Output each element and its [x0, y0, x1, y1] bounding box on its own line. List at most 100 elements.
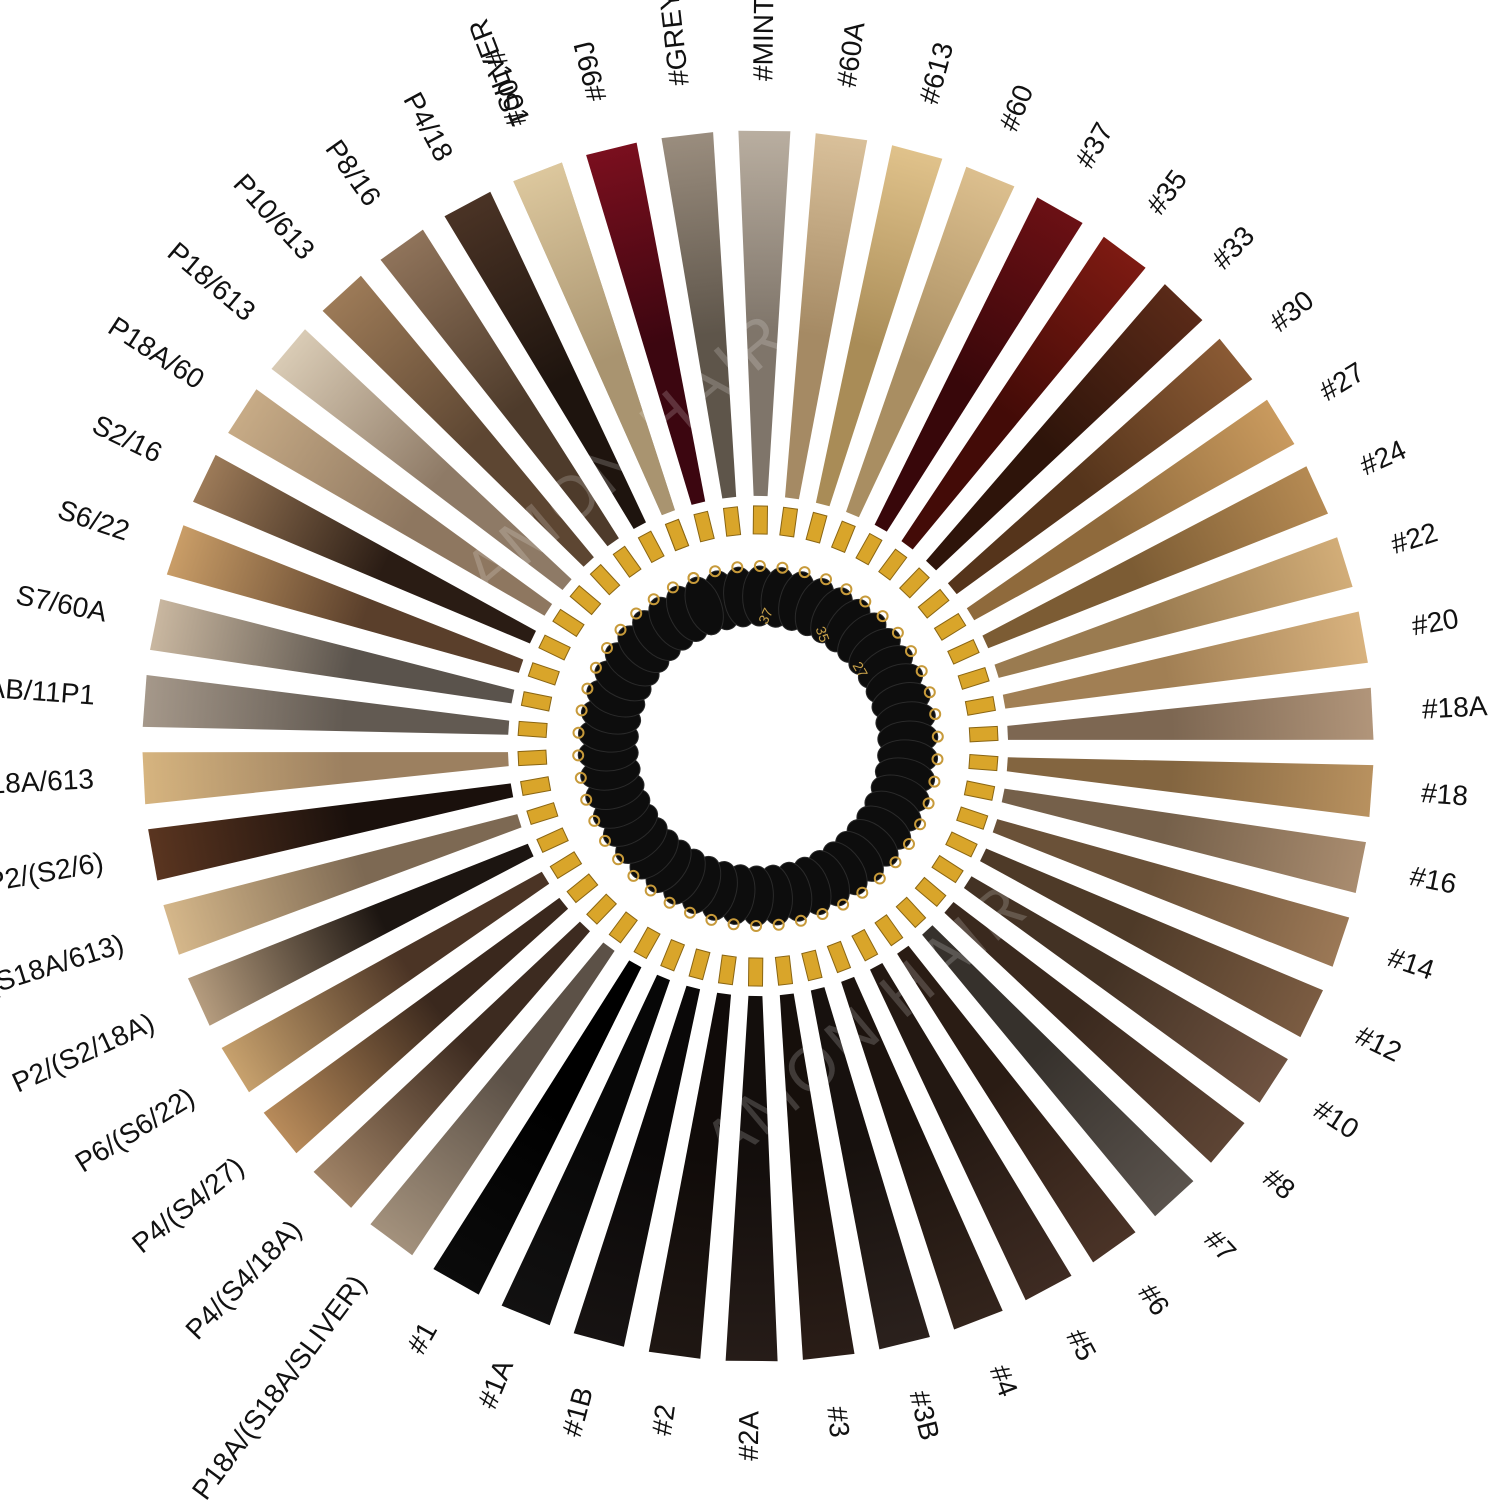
ring-link [837, 898, 850, 911]
hair-strand-25 [870, 963, 1072, 1301]
ring-link [581, 682, 594, 695]
gold-clip [637, 530, 665, 564]
hair-strand-19 [992, 819, 1350, 967]
swatch-label: P4/18 [397, 87, 459, 166]
ring-link [647, 593, 660, 606]
swatch-label: S6/22 [54, 494, 133, 547]
ring-link [798, 566, 811, 579]
swatch-label: #3 [821, 1405, 855, 1440]
gold-clip [517, 749, 548, 767]
swatch-label: P4/(S4/27) [126, 1151, 250, 1259]
hair-strand-51 [513, 162, 675, 516]
hair-strand-30 [648, 992, 731, 1359]
gold-clip [612, 545, 642, 578]
swatch-label: #12 [1351, 1020, 1407, 1068]
gold-clip [586, 893, 618, 925]
gold-clip [898, 567, 930, 599]
ring-link [923, 686, 936, 699]
hair-strand-31 [573, 985, 701, 1347]
gold-clip [608, 911, 638, 944]
swatch-label: P4/(S4/18A) [179, 1214, 307, 1346]
hair-strand-9 [901, 236, 1146, 550]
color-tag [684, 576, 724, 636]
ring-link [599, 834, 611, 847]
gold-clip [722, 506, 742, 537]
hair-strand-5 [785, 133, 868, 500]
swatch-label: #7 [1198, 1224, 1242, 1268]
hair-strand-32 [501, 974, 670, 1326]
hair-strand-42 [142, 675, 510, 735]
swatch-label: #33 [1206, 220, 1261, 275]
ring-link [572, 726, 585, 739]
gold-clip [589, 563, 621, 596]
swatch-label: #18A [1421, 690, 1488, 724]
hair-strand-27 [810, 987, 930, 1350]
hair-strand-28 [779, 993, 855, 1360]
hair-strand-34 [370, 942, 615, 1256]
gold-clip [774, 955, 794, 986]
ring-link [840, 583, 853, 596]
ring-link [889, 856, 902, 869]
ring-link [580, 793, 593, 806]
ring-link [859, 595, 872, 608]
swatch-label: S2/16 [88, 409, 167, 469]
gold-clip [895, 896, 927, 929]
ring-link [903, 838, 915, 850]
swatch-label: #2 [646, 1402, 681, 1437]
gold-clip [968, 725, 999, 743]
ring-link [794, 914, 807, 927]
gold-clip [664, 518, 690, 552]
hair-strand-3 [661, 132, 737, 499]
swatch-label: P8/16 [319, 134, 387, 212]
hair-strand-49 [380, 229, 619, 547]
hair-strand-14 [994, 537, 1353, 678]
ring-center [660, 648, 856, 844]
gold-clip [947, 639, 980, 665]
swatch-label: #5 [1060, 1324, 1102, 1366]
gold-clip [830, 520, 856, 554]
swatch-label: #35 [1140, 164, 1193, 220]
ring-link [931, 730, 944, 743]
swatch-label: #10 [1308, 1093, 1364, 1144]
swatch-label: #1 [401, 1317, 443, 1359]
hair-strand-39 [163, 814, 522, 955]
gold-clip [747, 957, 764, 987]
swatch-label: P10/613 [227, 168, 320, 266]
gold-clip [957, 666, 990, 690]
hair-strand-46 [228, 389, 553, 616]
hair-strand-13 [982, 466, 1328, 649]
hair-strand-29 [725, 995, 778, 1362]
hair-strand-35 [313, 921, 590, 1208]
swatch-label: #20 [1409, 603, 1460, 642]
gold-clip [552, 608, 585, 638]
gold-clip [917, 588, 950, 619]
swatch-label: #60 [993, 80, 1039, 135]
ring-link [929, 708, 942, 721]
swatch-label: #99J [568, 38, 613, 104]
ring-link [727, 918, 740, 931]
ring-link [614, 623, 627, 636]
ring-link [731, 561, 744, 574]
hair-strand-8 [874, 197, 1083, 532]
ring-link [612, 853, 625, 866]
hair-strand-10 [926, 284, 1203, 571]
hair-strand-40 [148, 783, 514, 881]
swatch-label: #613 [913, 39, 959, 107]
ring-link [820, 573, 832, 586]
swatch-label: #30 [1264, 284, 1320, 337]
hair-strand-21 [963, 876, 1288, 1103]
swatch-label: #6 [1132, 1278, 1175, 1321]
gold-clip [688, 948, 711, 981]
hair-strand-38 [188, 843, 534, 1026]
ring-link [876, 610, 889, 623]
swatch-label: #MINT [747, 0, 779, 81]
ring-link [627, 869, 640, 882]
tag-number: 37 [755, 605, 776, 626]
gold-clip [527, 662, 560, 686]
ring-link [644, 884, 657, 897]
gold-clip [566, 873, 599, 904]
hair-strand-50 [444, 191, 646, 529]
tag-group: 37 35 27 [572, 560, 944, 932]
swatch-label: #37 [1069, 117, 1119, 173]
tag-number: 35 [813, 624, 833, 644]
